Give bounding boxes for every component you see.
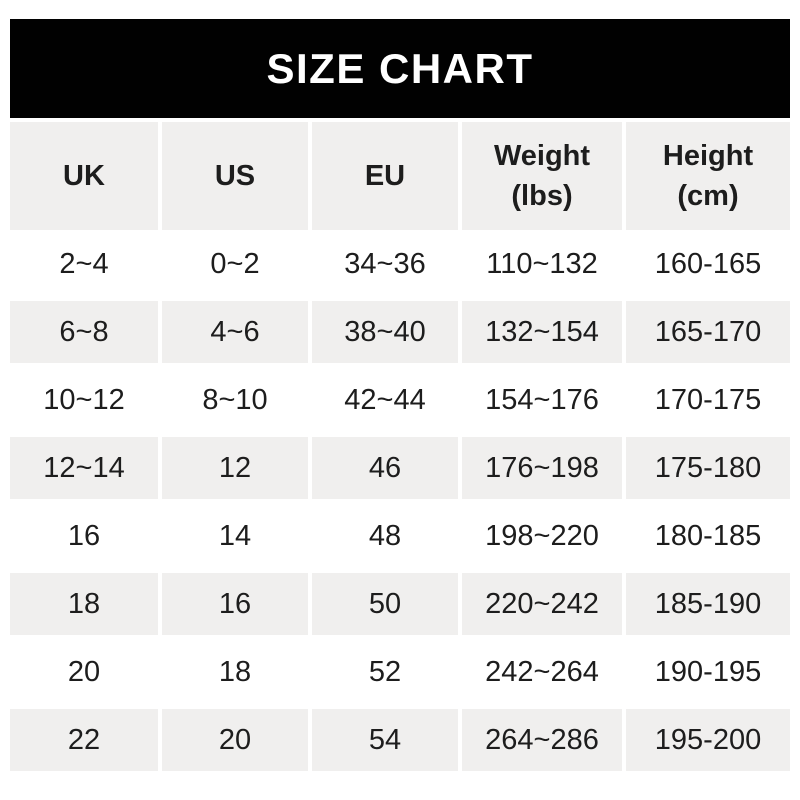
- table-cell: 48: [368, 520, 402, 552]
- header-cell: Weight (lbs): [462, 122, 622, 230]
- table-cell: 170-175: [654, 384, 762, 416]
- table-cell: 190-195: [654, 656, 762, 688]
- header-cell: Height (cm): [626, 122, 790, 230]
- table-cell: 6~8: [10, 298, 158, 366]
- table-cell: 34~36: [344, 248, 426, 280]
- table-cell: 4~6: [162, 298, 308, 366]
- table-cell: 198~220: [485, 520, 599, 552]
- table-cell: 52: [368, 656, 402, 688]
- header-label: Weight: [493, 140, 591, 172]
- table-cell: 18: [10, 570, 158, 638]
- table-cell: 110~132: [486, 248, 598, 280]
- table-cell: 50: [312, 570, 458, 638]
- header-label: US: [214, 160, 256, 192]
- table-cell: 2~4: [59, 248, 109, 280]
- table-cell: 0~2: [210, 248, 260, 280]
- table-cell: 176~198: [462, 434, 622, 502]
- table-cell: 12~14: [10, 434, 158, 502]
- header-label: EU: [364, 160, 406, 192]
- table-cell: 46: [312, 434, 458, 502]
- table-row: 12~14 12 46 176~198 175-180: [10, 434, 790, 502]
- table-body: 2~4 0~2 34~36 110~132 160-165 6~8 4~6 38~40 132~…: [10, 230, 790, 774]
- table-cell: 14: [218, 520, 252, 552]
- header-cell: EU: [312, 122, 458, 230]
- table-cell: 54: [312, 706, 458, 774]
- title-bar: SIZE CHART: [10, 19, 790, 118]
- table-cell: 8~10: [202, 384, 268, 416]
- table-row: 10~12 8~10 42~44 154~176 170-175: [10, 366, 790, 434]
- table-cell: 20: [67, 656, 101, 688]
- table-cell: 220~242: [462, 570, 622, 638]
- table-header-row: UK US EU Weight (lbs) Height (cm): [10, 122, 790, 230]
- table-cell: 20: [162, 706, 308, 774]
- table-cell: 195-200: [626, 706, 790, 774]
- table-cell: 132~154: [462, 298, 622, 366]
- size-chart-panel: SIZE CHART UK US EU Weight (lbs) Height (cm) 2…: [10, 19, 790, 774]
- table-cell: 154~176: [485, 384, 599, 416]
- table-cell: 242~264: [485, 656, 599, 688]
- table-row: 6~8 4~6 38~40 132~154 165-170: [10, 298, 790, 366]
- table-cell: 185-190: [626, 570, 790, 638]
- table-row: 20 18 52 242~264 190-195: [10, 638, 790, 706]
- table-row: 18 16 50 220~242 185-190: [10, 570, 790, 638]
- table-cell: 264~286: [462, 706, 622, 774]
- table-cell: 165-170: [626, 298, 790, 366]
- table-cell: 18: [218, 656, 252, 688]
- table-cell: 12: [162, 434, 308, 502]
- header-cell: UK: [10, 122, 158, 230]
- table-cell: 160-165: [654, 248, 762, 280]
- table-cell: 42~44: [344, 384, 426, 416]
- table-row: 16 14 48 198~220 180-185: [10, 502, 790, 570]
- header-label: UK: [63, 160, 105, 192]
- header-sublabel: (lbs): [511, 180, 573, 212]
- page-title: SIZE CHART: [266, 44, 534, 92]
- table-cell: 38~40: [312, 298, 458, 366]
- table-cell: 16: [67, 520, 101, 552]
- table-cell: 180-185: [654, 520, 762, 552]
- header-label: Height: [662, 140, 754, 172]
- table-cell: 22: [10, 706, 158, 774]
- table-row: 2~4 0~2 34~36 110~132 160-165: [10, 230, 790, 298]
- header-sublabel: (cm): [677, 180, 739, 212]
- table-cell: 16: [162, 570, 308, 638]
- table-cell: 10~12: [43, 384, 125, 416]
- table-row: 22 20 54 264~286 195-200: [10, 706, 790, 774]
- header-cell: US: [162, 122, 308, 230]
- table-cell: 175-180: [626, 434, 790, 502]
